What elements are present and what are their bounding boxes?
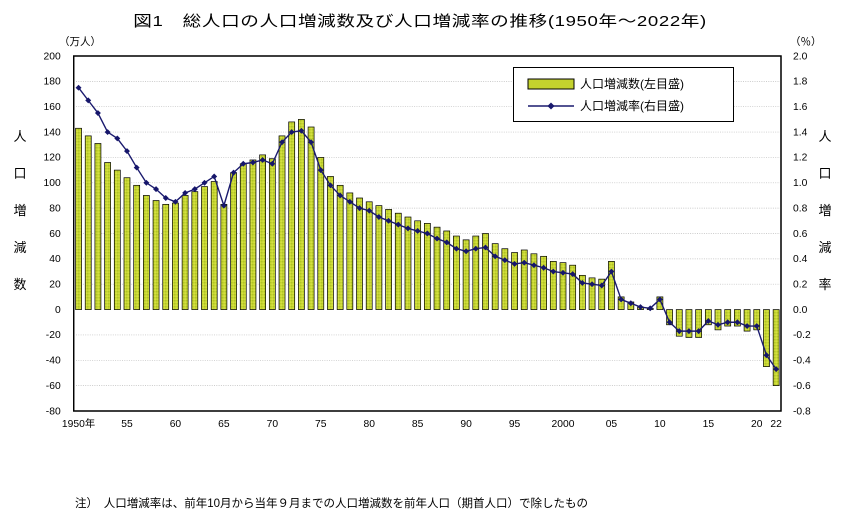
svg-text:0.0: 0.0 — [793, 305, 808, 316]
svg-text:95: 95 — [509, 419, 521, 430]
svg-text:20: 20 — [751, 419, 763, 430]
svg-text:-40: -40 — [46, 356, 61, 367]
svg-text:1.2: 1.2 — [793, 153, 808, 164]
svg-text:80: 80 — [49, 203, 61, 214]
svg-text:-20: -20 — [46, 330, 61, 341]
svg-text:55: 55 — [121, 419, 133, 430]
svg-text:-0.8: -0.8 — [793, 406, 811, 417]
svg-text:1.0: 1.0 — [793, 178, 808, 189]
svg-text:40: 40 — [49, 254, 61, 265]
svg-text:-0.2: -0.2 — [793, 330, 811, 341]
svg-text:1.8: 1.8 — [793, 77, 808, 88]
svg-text:90: 90 — [460, 419, 472, 430]
svg-text:1.4: 1.4 — [793, 127, 808, 138]
svg-text:200: 200 — [44, 51, 61, 62]
svg-text:-60: -60 — [46, 381, 61, 392]
svg-text:0.2: 0.2 — [793, 280, 808, 291]
svg-text:120: 120 — [44, 153, 61, 164]
svg-text:70: 70 — [267, 419, 279, 430]
svg-text:65: 65 — [218, 419, 230, 430]
svg-text:100: 100 — [44, 178, 61, 189]
svg-text:-0.6: -0.6 — [793, 381, 811, 392]
svg-text:0.8: 0.8 — [793, 203, 808, 214]
svg-text:80: 80 — [363, 419, 375, 430]
svg-text:85: 85 — [412, 419, 424, 430]
svg-text:-80: -80 — [46, 406, 61, 417]
svg-text:0: 0 — [55, 305, 61, 316]
svg-text:1.6: 1.6 — [793, 102, 808, 113]
svg-text:75: 75 — [315, 419, 327, 430]
svg-text:1950年: 1950年 — [62, 417, 95, 430]
svg-text:20: 20 — [49, 280, 61, 291]
svg-text:15: 15 — [703, 419, 715, 430]
svg-text:人口増減数(左目盛): 人口増減数(左目盛) — [580, 76, 684, 91]
svg-text:人口増減率(右目盛): 人口増減率(右目盛) — [580, 98, 684, 113]
svg-text:10: 10 — [654, 419, 666, 430]
svg-text:05: 05 — [606, 419, 618, 430]
svg-text:0.4: 0.4 — [793, 254, 808, 265]
svg-text:0.6: 0.6 — [793, 229, 808, 240]
svg-text:140: 140 — [44, 127, 61, 138]
svg-text:-0.4: -0.4 — [793, 356, 811, 367]
svg-text:180: 180 — [44, 77, 61, 88]
svg-text:22: 22 — [770, 419, 782, 430]
svg-text:60: 60 — [170, 419, 182, 430]
svg-text:2.0: 2.0 — [793, 51, 808, 62]
svg-text:160: 160 — [44, 102, 61, 113]
svg-text:60: 60 — [49, 229, 61, 240]
svg-text:2000: 2000 — [552, 419, 575, 430]
